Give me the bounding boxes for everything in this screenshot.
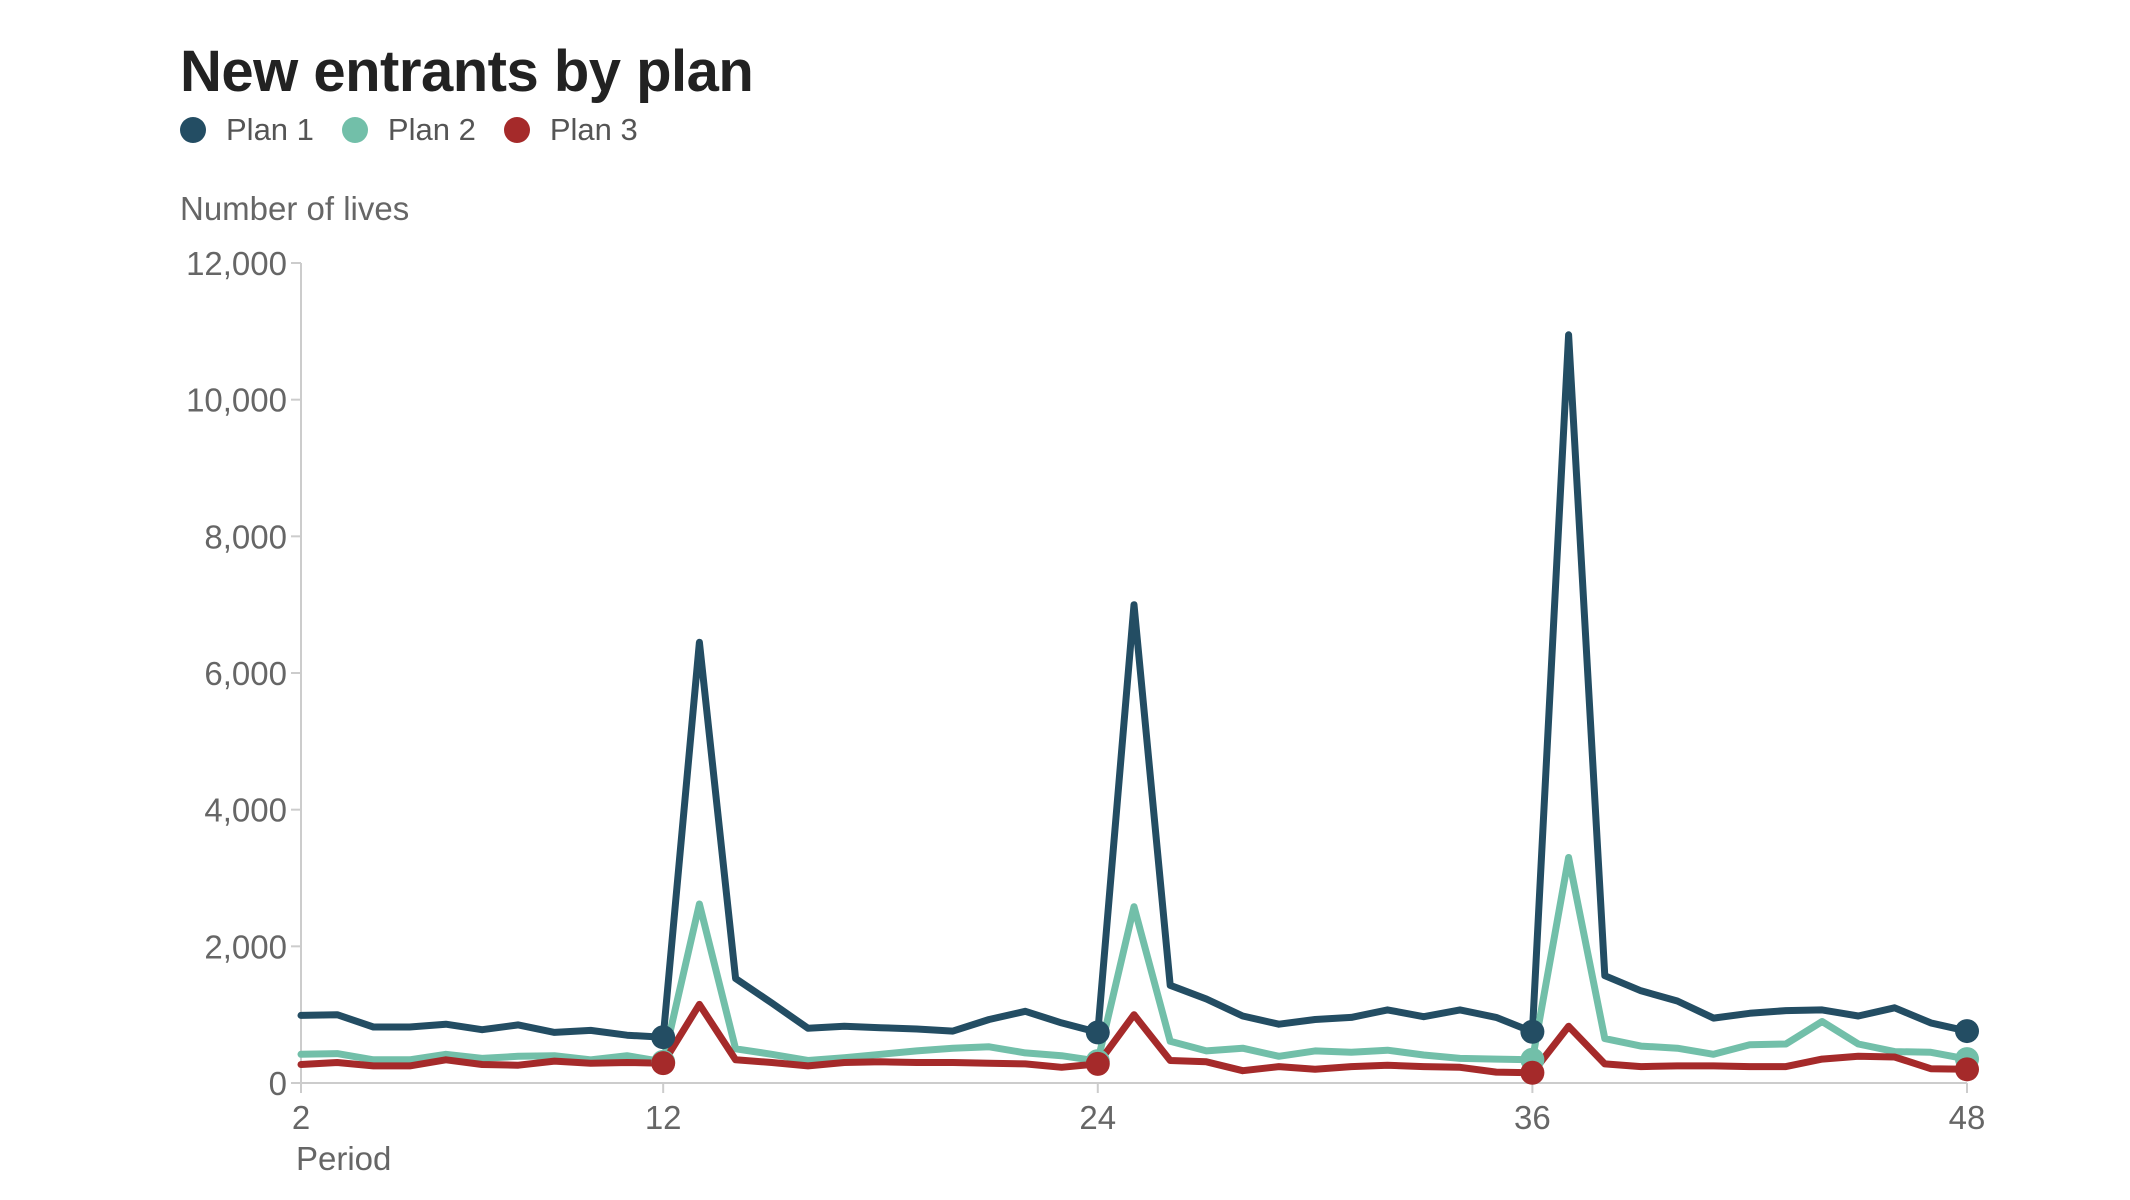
x-tick-label: 36 [1514,1099,1551,1136]
series-line-plan-2 [297,854,1971,1066]
data-point-plan-3 [1520,1060,1545,1085]
legend-swatch-plan-1 [180,117,206,143]
legend-label-plan-3: Plan 3 [549,112,638,147]
legend-label-plan-2: Plan 2 [387,112,476,147]
x-tick-label: 12 [645,1099,682,1136]
data-point-plan-3 [651,1051,676,1076]
series-line-plan-1 [297,331,1971,1041]
y-tick-label: 0 [269,1065,287,1102]
legend-item-plan-3[interactable]: Plan 3 [503,112,638,148]
data-point-plan-1 [1955,1019,1979,1044]
x-tick-label: 24 [1079,1099,1116,1136]
legend-item-plan-1[interactable]: Plan 1 [180,112,314,148]
y-tick-label: 2,000 [204,928,287,965]
x-tick-label: 2 [292,1099,310,1136]
chart-legend: Plan 1 Plan 2 Plan 3 [180,112,638,148]
y-tick-label: 6,000 [204,655,287,692]
legend-swatch-plan-3 [503,117,530,143]
series-line-plan-3 [297,1000,1971,1077]
data-point-plan-3 [1955,1057,1979,1082]
y-tick-label: 10,000 [186,382,287,419]
legend-swatch-plan-2 [341,117,368,143]
y-tick-label: 12,000 [186,245,287,282]
chart-title: New entrants by plan [180,39,754,104]
data-point-plan-1 [1085,1020,1110,1045]
legend-label-plan-1: Plan 1 [226,112,314,147]
x-axis-title: Period [296,1140,392,1177]
data-point-plan-3 [1085,1051,1110,1076]
y-tick-label: 4,000 [204,792,287,829]
data-point-plan-1 [651,1025,676,1050]
legend-item-plan-2[interactable]: Plan 2 [341,112,476,148]
data-point-plan-1 [1520,1019,1545,1044]
y-axis-title: Number of lives [180,190,410,227]
x-tick-label: 48 [1949,1099,1986,1136]
y-tick-label: 8,000 [204,518,287,555]
